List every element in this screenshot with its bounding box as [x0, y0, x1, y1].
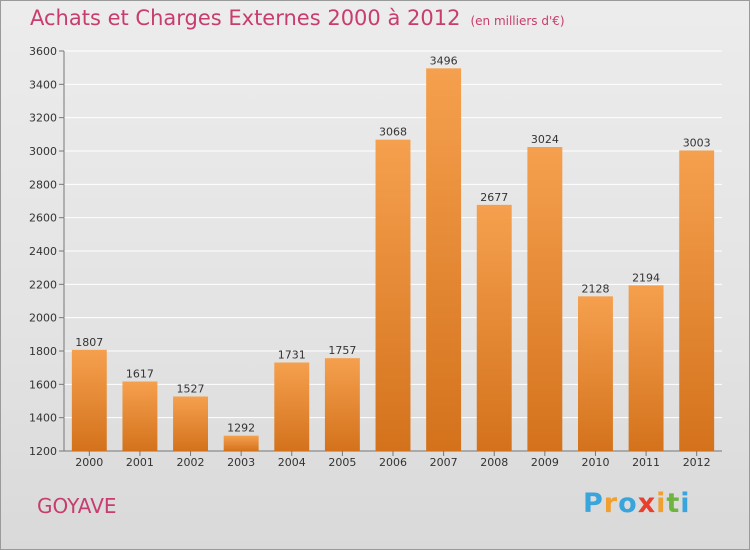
data-label: 3068 [379, 126, 407, 139]
x-tick-label: 2004 [278, 456, 306, 469]
logo-letter: t [666, 488, 681, 519]
proxiti-logo: Proxiti [583, 488, 691, 519]
logo-letter: o [618, 488, 638, 519]
bar [71, 349, 107, 451]
place-name: GOYAVE [37, 494, 117, 518]
x-tick-label: 2002 [177, 456, 205, 469]
y-tick-label: 1800 [29, 345, 57, 358]
y-tick-label: 3600 [29, 45, 57, 58]
logo-letter: i [656, 488, 667, 519]
logo-letter: P [583, 488, 604, 519]
data-label: 2128 [581, 282, 609, 295]
bar [628, 285, 664, 451]
data-label: 3024 [531, 133, 559, 146]
x-tick-label: 2001 [126, 456, 154, 469]
x-tick-label: 2006 [379, 456, 407, 469]
y-tick-label: 2800 [29, 178, 57, 191]
y-tick-label: 2600 [29, 212, 57, 225]
data-label: 3003 [683, 137, 711, 150]
x-tick-label: 2008 [480, 456, 508, 469]
data-labels: 1807 1617 1527 1292 1731 1757 3068 3496 2677 3024… [75, 54, 710, 434]
y-tick-label: 3400 [29, 78, 57, 91]
data-label: 2677 [480, 191, 508, 204]
data-label: 2194 [632, 271, 660, 284]
y-tick-label: 2000 [29, 312, 57, 325]
bar [527, 147, 563, 451]
y-tick-label: 2200 [29, 278, 57, 291]
bar [679, 150, 715, 451]
x-tick-label: 2012 [683, 456, 711, 469]
data-label: 3496 [430, 54, 458, 67]
title-text: Achats et Charges Externes 2000 à 2012 [30, 6, 461, 30]
chart-title: Achats et Charges Externes 2000 à 2012 (e… [30, 6, 565, 30]
bar [426, 68, 462, 451]
axes: 1200 1400 1600 1800 2000 2200 2400 2600 2800 3000… [29, 45, 722, 469]
y-tick-label: 3000 [29, 145, 57, 158]
x-tick-label: 2000 [75, 456, 103, 469]
data-label: 1292 [227, 422, 255, 435]
x-tick-label: 2009 [531, 456, 559, 469]
data-label: 1617 [126, 368, 154, 381]
bar [122, 381, 158, 451]
bar [223, 435, 259, 451]
subtitle-text: (en milliers d'€) [470, 14, 565, 28]
logo-letter: r [603, 488, 619, 519]
bar [173, 396, 209, 451]
y-tick-label: 1600 [29, 378, 57, 391]
y-tick-label: 1400 [29, 412, 57, 425]
x-tick-label: 2010 [581, 456, 609, 469]
data-label: 1527 [177, 383, 205, 396]
bar [476, 204, 512, 451]
x-tick-label: 2007 [430, 456, 458, 469]
x-tick-label: 2011 [632, 456, 660, 469]
y-tick-label: 2400 [29, 245, 57, 258]
bar [274, 362, 310, 451]
data-label: 1731 [278, 349, 306, 362]
y-tick-label: 1200 [29, 445, 57, 458]
bar [375, 139, 411, 451]
data-label: 1807 [75, 336, 103, 349]
y-tick-label: 3200 [29, 112, 57, 125]
bar [324, 358, 360, 451]
data-label: 1757 [328, 344, 356, 357]
bars [71, 68, 715, 451]
logo-letter: i [680, 488, 691, 519]
x-tick-label: 2005 [328, 456, 356, 469]
logo-letter: x [637, 488, 657, 519]
bar [577, 296, 613, 451]
x-tick-label: 2003 [227, 456, 255, 469]
